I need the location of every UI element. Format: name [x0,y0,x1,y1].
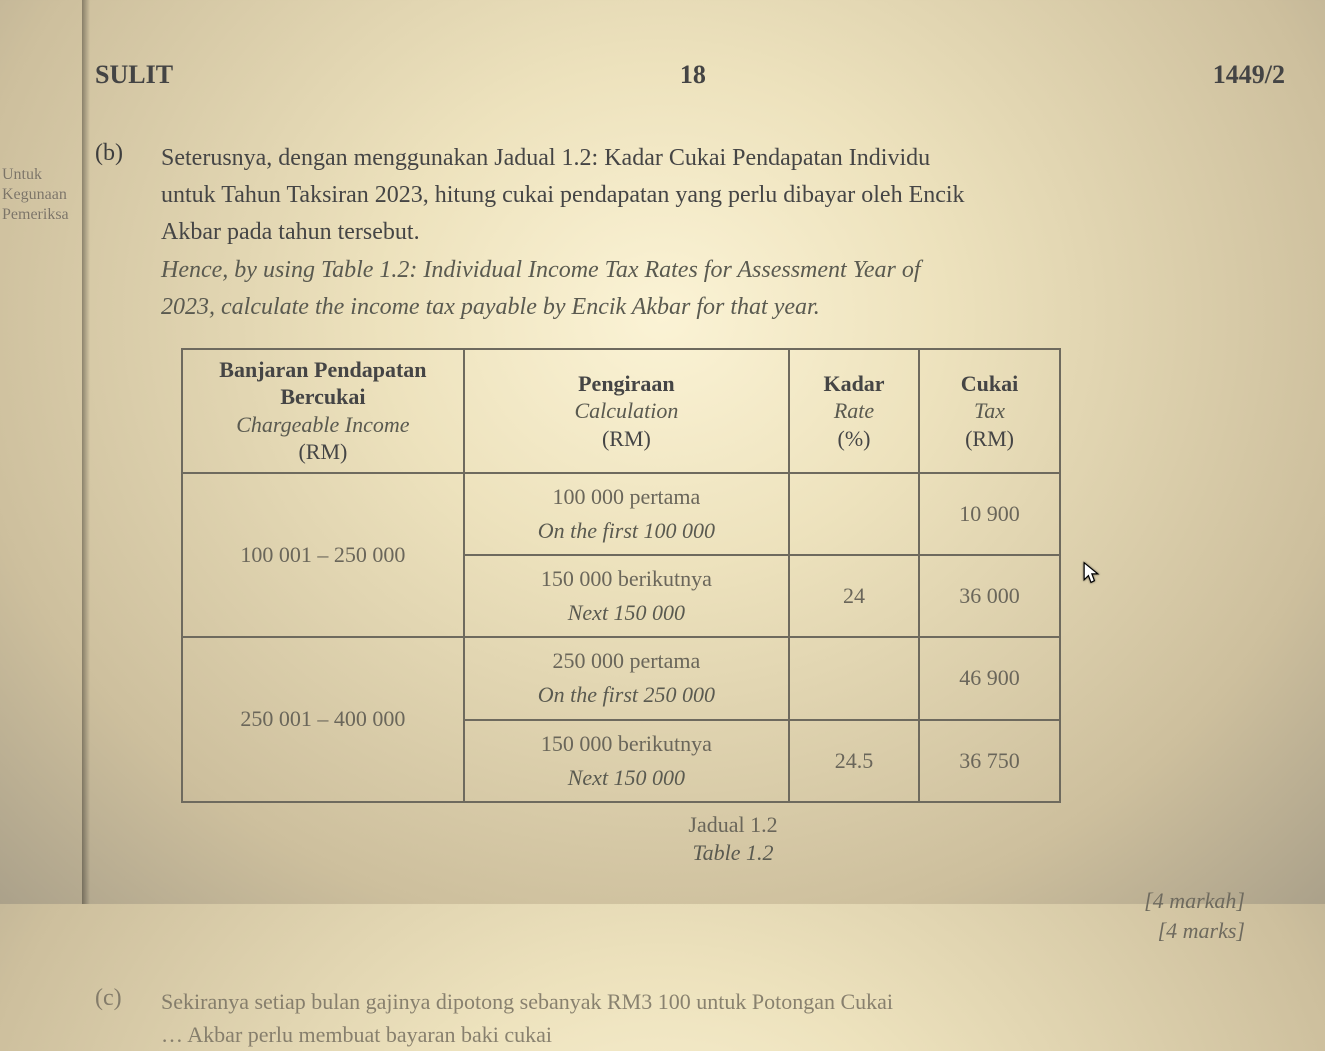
cell-text: 150 000 berikutnya [541,731,712,756]
q-en-line: Hence, by using Table 1.2: Individual In… [161,257,921,283]
page-spine-shadow [82,0,92,904]
cell-calc: 150 000 berikutnya Next 150 000 [464,555,789,637]
th-text-en: Calculation [479,397,774,425]
th-unit: (%) [838,426,871,451]
cell-calc: 250 000 pertama On the first 250 000 [464,637,789,719]
th-calculation: Pengiraan Calculation (RM) [464,349,789,473]
th-unit: (RM) [965,426,1014,451]
question-label: (b) [95,140,143,945]
cell-text-en: Next 150 000 [479,761,774,795]
cell-text: 150 000 berikutnya [541,566,712,591]
q-en-line: 2023, calculate the income tax payable b… [161,294,820,320]
header-page-number: 18 [680,60,706,90]
marks-allocation: [4 markah] [4 marks] [161,886,1285,945]
page-content: SULIT 18 1449/2 (b) Seterusnya, dengan m… [95,60,1285,884]
th-text: Cukai [961,371,1018,396]
question-b: (b) Seterusnya, dengan menggunakan Jadua… [95,140,1285,945]
q-ms-line: Akbar pada tahun tersebut. [161,219,420,245]
th-chargeable-income: Banjaran Pendapatan Bercukai Chargeable … [182,349,464,473]
q-ms-line: Seterusnya, dengan menggunakan Jadual 1.… [161,145,930,171]
question-c-text: Sekiranya setiap bulan gajinya dipotong … [161,985,1285,1051]
marks-en: [4 marks] [161,916,1245,946]
table-row: 100 001 – 250 000 100 000 pertama On the… [182,473,1060,555]
cell-rate [789,473,919,555]
cell-calc: 150 000 berikutnya Next 150 000 [464,720,789,802]
th-text: Banjaran Pendapatan [219,357,426,382]
th-text-en: Chargeable Income [197,411,449,439]
cell-tax: 46 900 [919,637,1060,719]
th-text-en: Tax [934,397,1045,425]
cell-range: 250 001 – 400 000 [182,637,464,801]
caption-ms: Jadual 1.2 [688,812,777,837]
header-paper-code: 1449/2 [1213,60,1285,90]
th-text: Kadar [823,371,884,396]
table-row: 250 001 – 400 000 250 000 pertama On the… [182,637,1060,719]
cell-tax: 36 750 [919,720,1060,802]
table-caption: Jadual 1.2 Table 1.2 [181,811,1285,868]
tax-table-wrap: Banjaran Pendapatan Bercukai Chargeable … [181,348,1285,868]
th-text: Bercukai [280,384,365,409]
th-tax: Cukai Tax (RM) [919,349,1060,473]
margin-line: Untuk [2,165,80,185]
cell-rate [789,637,919,719]
cell-calc: 100 000 pertama On the first 100 000 [464,473,789,555]
marks-ms: [4 markah] [161,886,1245,916]
page-header: SULIT 18 1449/2 [95,60,1285,90]
cell-tax: 36 000 [919,555,1060,637]
question-text: Seterusnya, dengan menggunakan Jadual 1.… [161,140,1285,945]
examiner-margin-note: Untuk Kegunaan Pemeriksa [2,165,80,225]
th-rate: Kadar Rate (%) [789,349,919,473]
cell-text: 100 000 pertama [552,484,700,509]
tax-rate-table: Banjaran Pendapatan Bercukai Chargeable … [181,348,1061,803]
caption-en: Table 1.2 [181,839,1285,868]
th-text-en: Rate [804,397,904,425]
question-c-partial: (c) Sekiranya setiap bulan gajinya dipot… [95,985,1285,1051]
cell-text-en: On the first 250 000 [479,678,774,712]
th-unit: (RM) [298,439,347,464]
cell-text-en: On the first 100 000 [479,514,774,548]
table-body: 100 001 – 250 000 100 000 pertama On the… [182,473,1060,802]
qc-line: … Akbar perlu membuat bayaran baki cukai [161,1022,552,1047]
cell-rate: 24.5 [789,720,919,802]
cell-text: 250 000 pertama [552,648,700,673]
cell-text-en: Next 150 000 [479,596,774,630]
cell-range: 100 001 – 250 000 [182,473,464,637]
cell-rate: 24 [789,555,919,637]
margin-line: Pemeriksa [2,205,80,225]
q-ms-line: untuk Tahun Taksiran 2023, hitung cukai … [161,182,965,208]
qc-line: Sekiranya setiap bulan gajinya dipotong … [161,989,893,1014]
question-label: (c) [95,985,143,1051]
th-unit: (RM) [602,426,651,451]
cell-tax: 10 900 [919,473,1060,555]
header-left: SULIT [95,60,173,90]
margin-line: Kegunaan [2,185,80,205]
th-text: Pengiraan [578,371,675,396]
table-header-row: Banjaran Pendapatan Bercukai Chargeable … [182,349,1060,473]
